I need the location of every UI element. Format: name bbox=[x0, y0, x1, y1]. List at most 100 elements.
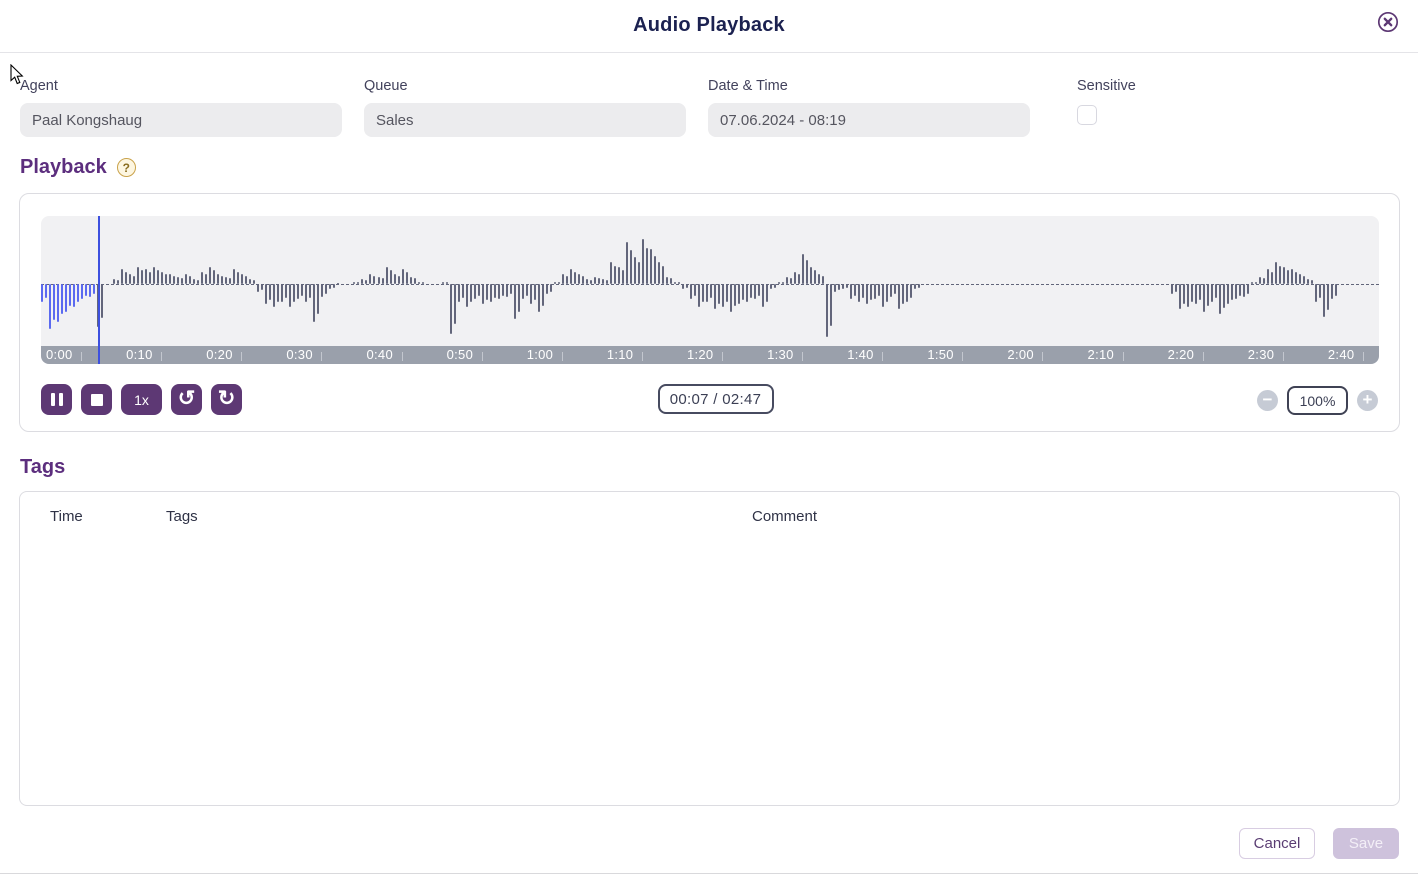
waveform-bar bbox=[285, 284, 288, 298]
waveform-bar bbox=[241, 274, 244, 284]
waveform-bar bbox=[317, 284, 320, 314]
waveform-bar bbox=[261, 284, 264, 290]
agent-input[interactable] bbox=[20, 103, 342, 137]
waveform-bar bbox=[273, 284, 276, 307]
waveform-bar bbox=[565, 276, 568, 284]
waveform-bar bbox=[882, 284, 885, 307]
timeline-tick bbox=[802, 352, 804, 361]
waveform-bar bbox=[53, 284, 56, 320]
waveform-bar bbox=[557, 282, 560, 284]
playhead-marker[interactable] bbox=[97, 216, 100, 364]
queue-input[interactable] bbox=[364, 103, 686, 137]
waveform-bar bbox=[669, 278, 672, 284]
timeline-tick bbox=[641, 352, 643, 361]
datetime-label: Date & Time bbox=[708, 78, 788, 94]
waveform-bar bbox=[461, 284, 464, 298]
waveform-bar bbox=[838, 284, 841, 290]
timeline-tick bbox=[1282, 352, 1284, 361]
waveform-bar bbox=[585, 279, 588, 284]
waveform-bar bbox=[894, 284, 897, 294]
timeline-label: 0:20 bbox=[206, 347, 233, 362]
waveform-bar bbox=[117, 280, 120, 284]
waveform-bar bbox=[1270, 272, 1273, 284]
zoom-in-button[interactable]: + bbox=[1357, 390, 1378, 411]
waveform-bar bbox=[850, 284, 853, 299]
waveform-bar bbox=[73, 284, 76, 307]
waveform-bar bbox=[754, 284, 757, 299]
waveform-bar bbox=[874, 284, 877, 299]
waveform-bar bbox=[509, 284, 512, 294]
waveform-bar bbox=[826, 284, 829, 337]
waveform-bar bbox=[421, 282, 424, 284]
timeline-label: 2:40 bbox=[1327, 347, 1355, 362]
waveform-bar bbox=[677, 282, 680, 284]
playback-controls: 1x ↺ ↻ 00:07 / 02:47 − 100% + bbox=[41, 384, 1378, 416]
waveform-bar bbox=[661, 266, 664, 284]
waveform-bar bbox=[553, 281, 556, 284]
waveform-bar bbox=[89, 284, 92, 297]
time-display: 00:07 / 02:47 bbox=[657, 384, 774, 414]
waveform-bar bbox=[766, 284, 769, 302]
forward-button[interactable]: ↻ bbox=[211, 384, 242, 415]
waveform-bar bbox=[393, 274, 396, 284]
waveform-bar bbox=[81, 284, 84, 299]
waveform-bar bbox=[561, 274, 564, 284]
timeline-tick bbox=[882, 352, 884, 361]
waveform-bar bbox=[77, 284, 80, 302]
waveform-bar bbox=[537, 284, 540, 312]
waveform-bar bbox=[69, 284, 72, 306]
timeline-tick bbox=[962, 352, 964, 361]
timeline-tick bbox=[1362, 352, 1364, 361]
waveform-bar bbox=[858, 284, 861, 302]
stop-icon bbox=[90, 393, 103, 406]
column-header-time: Time bbox=[50, 508, 83, 525]
waveform-bar bbox=[1266, 269, 1269, 284]
waveform-bar bbox=[1334, 284, 1337, 296]
page-title: Audio Playback bbox=[633, 14, 785, 36]
timeline-label: 1:50 bbox=[927, 347, 954, 362]
waveform-bar bbox=[1222, 284, 1225, 308]
waveform-bar bbox=[353, 281, 356, 284]
timeline-ruler[interactable]: 0:00 0:10 0:20 0:30 0:40 0:50 1:00 1:10 1:20 1:30… bbox=[41, 346, 1379, 364]
pause-button[interactable] bbox=[41, 384, 72, 415]
save-button[interactable]: Save bbox=[1333, 828, 1399, 859]
column-header-tags: Tags bbox=[166, 508, 198, 525]
waveform-bar bbox=[730, 284, 733, 312]
timeline-label: 1:10 bbox=[606, 347, 634, 362]
stop-button[interactable] bbox=[81, 384, 112, 415]
help-icon[interactable]: ? bbox=[116, 158, 136, 177]
timeline-tick bbox=[1042, 352, 1044, 361]
waveform-bar bbox=[161, 271, 164, 284]
waveform-bar bbox=[413, 278, 416, 284]
waveform-bar bbox=[153, 266, 156, 284]
waveform-bar bbox=[1230, 284, 1233, 300]
waveform-bar bbox=[1306, 279, 1309, 284]
waveform-bar bbox=[1202, 284, 1205, 312]
speed-button[interactable]: 1x bbox=[121, 384, 162, 415]
waveform-bar bbox=[525, 284, 528, 296]
waveform-bar bbox=[137, 266, 140, 284]
close-icon[interactable] bbox=[1377, 11, 1399, 33]
datetime-input[interactable] bbox=[708, 103, 1030, 137]
timeline-tick bbox=[481, 352, 483, 361]
waveform-bar bbox=[417, 281, 420, 284]
waveform-bar bbox=[65, 284, 68, 312]
zoom-out-button[interactable]: − bbox=[1257, 390, 1278, 411]
waveform-bar bbox=[85, 284, 88, 296]
waveform-bar bbox=[681, 284, 684, 289]
waveform-bar bbox=[401, 269, 404, 284]
sensitive-checkbox[interactable] bbox=[1077, 105, 1097, 125]
waveform-bar bbox=[249, 279, 252, 284]
cancel-button[interactable]: Cancel bbox=[1239, 828, 1315, 859]
modal-header: Audio Playback bbox=[0, 0, 1418, 53]
waveform-bar bbox=[321, 284, 324, 297]
rewind-button[interactable]: ↺ bbox=[171, 384, 202, 415]
waveform-bar bbox=[145, 269, 148, 284]
waveform-bar bbox=[822, 276, 825, 284]
waveform[interactable]: 0:00 0:10 0:20 0:30 0:40 0:50 1:00 1:10 1:20 1:30… bbox=[41, 216, 1379, 364]
waveform-bar bbox=[569, 269, 572, 284]
timeline-label: 1:00 bbox=[526, 347, 554, 362]
waveform-bar bbox=[193, 279, 196, 284]
waveform-bar bbox=[1234, 284, 1237, 299]
waveform-bar bbox=[918, 284, 921, 288]
